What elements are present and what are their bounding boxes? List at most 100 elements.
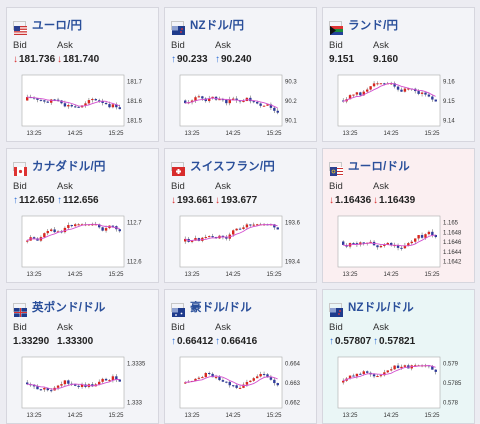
price-chart[interactable]: 0.664 0.663 0.662 13:25 14:25 15:25: [170, 350, 312, 422]
ask-value: 0.57821: [379, 336, 416, 347]
price-chart[interactable]: 1.165 1.1648 1.1646 1.1644 1.1642 13:25 14:25 1…: [328, 209, 470, 281]
candle-body: [118, 379, 121, 382]
rate-card-zarjpy[interactable]: ランド/円 Bid Ask 9.151 9.160 9.16 9.15 9.14 13:25 14…: [322, 7, 475, 142]
candle-body: [77, 106, 80, 108]
price-chart[interactable]: 193.6 193.4 13:25 14:25 15:25: [170, 209, 312, 281]
x-tick-label: 13:25: [342, 413, 358, 419]
candle-body: [36, 386, 39, 390]
candle-body: [201, 96, 204, 99]
card-header: カナダドル/円: [13, 158, 106, 176]
candle-body: [238, 387, 242, 389]
candle-body: [400, 247, 403, 249]
pair-title[interactable]: 英ポンド/ドル: [32, 302, 106, 314]
ask-label: Ask: [215, 322, 231, 333]
candle-body: [355, 92, 359, 95]
moving-average-line: [26, 379, 120, 390]
candle-body: [63, 380, 67, 385]
price-chart[interactable]: 90.3 90.2 90.1 13:25 14:25 15:25: [170, 68, 312, 140]
candle-body: [50, 99, 53, 103]
y-tick-label: 1.1648: [443, 230, 462, 236]
candle-body: [91, 98, 94, 101]
candle-body: [26, 240, 29, 242]
rate-card-chfjpy[interactable]: スイスフラン/円 Bid Ask ↓193.661 ↓193.677 193.6 193.4…: [164, 148, 317, 283]
x-tick-label: 13:25: [184, 272, 200, 278]
candle-body: [269, 377, 273, 380]
pair-title[interactable]: ランド/円: [348, 20, 399, 32]
bid-value-wrap: ↑0.57807: [329, 336, 371, 347]
ask-value: 9.160: [373, 54, 399, 65]
y-tick-label: 1.1646: [443, 240, 462, 246]
price-chart[interactable]: 0.579 0.5785 0.578 13:25 14:25 15:25: [328, 350, 470, 422]
chart-plot-area: [21, 74, 125, 127]
candle-body: [352, 375, 355, 377]
candle-body: [197, 96, 201, 98]
rate-card-cadjpy[interactable]: カナダドル/円 Bid Ask ↑112.650 ↑112.656 112.7 112.6 1…: [6, 148, 159, 283]
candlestick-chart: 193.6 193.4 13:25 14:25 15:25: [179, 215, 301, 278]
candle-body: [410, 241, 413, 244]
pair-title[interactable]: 豪ドル/ドル: [190, 302, 252, 314]
candle-body: [383, 83, 386, 85]
pair-title[interactable]: NZドル/円: [190, 20, 245, 32]
card-header: 英ポンド/ドル: [13, 299, 106, 317]
moving-average-line: [184, 224, 278, 241]
moving-average-line: [184, 97, 278, 109]
ask-value-wrap: ↑0.66416: [215, 336, 257, 347]
candle-body: [431, 366, 434, 370]
pair-title[interactable]: カナダドル/円: [32, 161, 106, 173]
candle-body: [238, 100, 242, 102]
candle-body: [362, 371, 365, 374]
bid-value-wrap: 1.33290: [13, 336, 49, 347]
candle-body: [342, 380, 345, 383]
up-arrow-icon: ↑: [215, 336, 220, 347]
candle-body: [273, 107, 276, 111]
rate-card-nzdjpy[interactable]: NZドル/円 Bid Ask ↑90.233 ↑90.240 90.3 90.2 90.1 13…: [164, 7, 317, 142]
rate-card-nzdusd[interactable]: NZドル/ドル Bid Ask ↑0.57807 ↑0.57821 0.579 0.5785…: [322, 289, 475, 424]
x-tick-label: 15:25: [266, 413, 282, 419]
bid-label: Bid: [13, 40, 27, 51]
ask-value: 90.240: [221, 54, 252, 65]
moving-average-line: [26, 96, 120, 107]
pair-title[interactable]: NZドル/ドル: [348, 302, 414, 314]
x-tick-label: 14:25: [383, 413, 399, 419]
rate-card-eurusd[interactable]: ユーロ/ドル Bid Ask ↓1.16436 ↓1.16439 1.165 1.1648 1…: [322, 148, 475, 283]
rate-card-gbpusd[interactable]: 英ポンド/ドル Bid Ask 1.33290 1.33300 1.3335 1.333 13…: [6, 289, 159, 424]
candle-body: [101, 101, 104, 103]
candle-body: [414, 365, 417, 367]
chart-plot-area: [337, 215, 441, 268]
x-tick-label: 14:25: [67, 413, 83, 419]
candle-body: [115, 104, 118, 108]
x-tick-label: 14:25: [383, 272, 399, 278]
bid-label: Bid: [171, 40, 185, 51]
pair-title[interactable]: スイスフラン/円: [190, 161, 275, 173]
candle-body: [228, 381, 231, 386]
pair-title[interactable]: ユーロ/ドル: [348, 161, 410, 173]
y-tick-label: 112.6: [127, 260, 142, 266]
candle-body: [396, 245, 400, 248]
candle-body: [366, 89, 369, 92]
ask-label: Ask: [373, 40, 389, 51]
candle-body: [63, 103, 67, 107]
ca-flag-icon: [13, 161, 27, 176]
price-chart[interactable]: 181.7 181.6 181.5 13:25 14:25 15:25: [12, 68, 154, 140]
x-tick-label: 13:25: [184, 131, 200, 137]
price-chart[interactable]: 112.7 112.6 13:25 14:25 15:25: [12, 209, 154, 281]
pair-title[interactable]: ユーロ/円: [32, 20, 83, 32]
price-chart[interactable]: 9.16 9.15 9.14 13:25 14:25 15:25: [328, 68, 470, 140]
candle-body: [53, 229, 56, 233]
price-chart[interactable]: 1.3335 1.333 13:25 14:25 15:25: [12, 350, 154, 422]
candle-body: [56, 385, 60, 388]
candle-body: [235, 228, 238, 231]
candle-body: [221, 99, 225, 101]
eu-us-flag-icon: [329, 161, 343, 176]
candle-body: [252, 224, 255, 226]
candle-body: [197, 238, 201, 241]
candle-body: [249, 224, 252, 226]
card-header: NZドル/円: [171, 17, 245, 35]
candle-body: [376, 245, 379, 248]
down-arrow-icon: ↓: [171, 195, 176, 206]
ask-label: Ask: [57, 181, 73, 192]
rate-card-audusd[interactable]: 豪ドル/ドル Bid Ask ↑0.66412 ↑0.66416 0.664 0.663 0.…: [164, 289, 317, 424]
card-header: 豪ドル/ドル: [171, 299, 252, 317]
candle-body: [273, 224, 276, 228]
rate-card-usdjpy[interactable]: ユーロ/円 Bid Ask ↓181.736 ↓181.740 181.7 181.6 181…: [6, 7, 159, 142]
